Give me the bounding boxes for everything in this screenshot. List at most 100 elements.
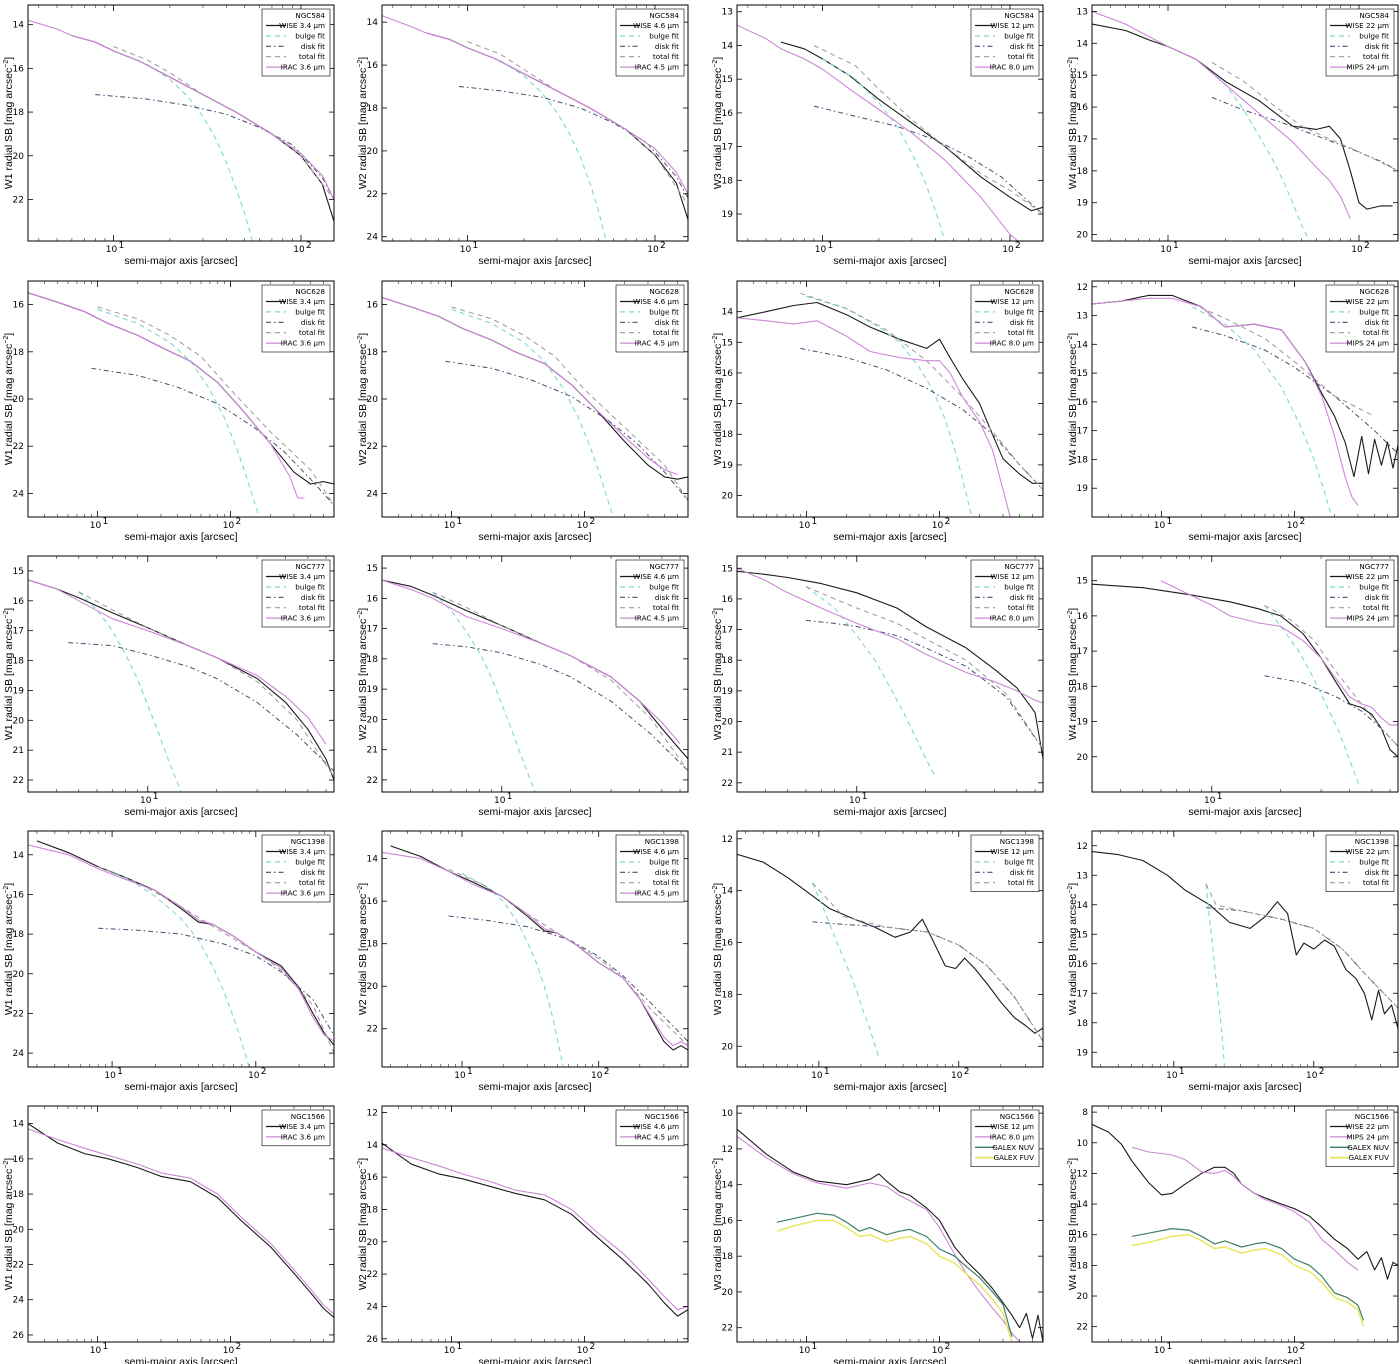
y-tick-label: 19 <box>722 687 734 697</box>
y-tick-label: 17 <box>722 626 733 636</box>
legend-entry: bulge fit <box>295 857 325 866</box>
legend-entry: disk fit <box>655 593 679 602</box>
x-tick-exponent: 2 <box>1015 241 1021 251</box>
series-line-disk <box>95 94 334 200</box>
plot-frame <box>736 4 1044 242</box>
y-axis-label: W1 radial SB [mag arcsec−2] <box>3 1158 15 1290</box>
x-tick-exponent: 2 <box>964 1067 970 1077</box>
legend-entry: total fit <box>1008 878 1034 887</box>
x-tick-exponent: 1 <box>812 1342 818 1352</box>
series-line-disk <box>1211 97 1398 172</box>
legend-title: NGC777 <box>1359 562 1389 571</box>
legend-entry: WISE 4.6 μm <box>633 847 679 856</box>
series-line-spitzer <box>28 1128 334 1315</box>
plot-frame <box>381 830 689 1068</box>
y-tick-label: 17 <box>367 625 378 635</box>
legend-entry: MIPS 24 μm <box>1346 63 1389 72</box>
series-line-bulge <box>461 873 564 1067</box>
legend-entry: GALEX NUV <box>992 1143 1034 1152</box>
y-tick-label: 16 <box>1077 612 1089 622</box>
x-tick-label: 10 <box>494 796 506 806</box>
y-tick-label: 18 <box>13 1190 25 1200</box>
x-tick-exponent: 1 <box>472 241 478 251</box>
legend-entry: IRAC 3.6 μm <box>281 614 325 623</box>
y-axis-label: W2 radial SB [mag arcsec−2] <box>357 57 369 189</box>
x-tick-label: 10 <box>811 1071 823 1081</box>
y-tick-label: 20 <box>13 716 25 726</box>
plot-frame <box>736 555 1044 793</box>
y-tick-label: 16 <box>722 109 734 119</box>
legend-entry: total fit <box>1008 603 1034 612</box>
legend-entry: IRAC 3.6 μm <box>281 1132 325 1141</box>
y-tick-label: 20 <box>13 1225 25 1235</box>
series-line-nuv <box>776 1212 1013 1337</box>
y-tick-label: 16 <box>722 1216 734 1226</box>
y-tick-label: 20 <box>13 152 25 162</box>
y-tick-label: 14 <box>367 1141 379 1151</box>
y-tick-label: 12 <box>722 835 733 845</box>
legend-entry: WISE 12 μm <box>990 847 1034 856</box>
legend-entry: WISE 22 μm <box>1345 21 1389 30</box>
x-tick-label: 10 <box>1351 245 1363 255</box>
legend-title: NGC1566 <box>291 1112 326 1121</box>
plot-frame <box>1091 1105 1399 1343</box>
legend-title: NGC1566 <box>1000 1112 1035 1121</box>
legend-entry: disk fit <box>1365 42 1389 51</box>
legend-entry: GALEX NUV <box>1347 1143 1389 1152</box>
y-tick-label: 16 <box>1077 1231 1089 1241</box>
y-tick-label: 22 <box>13 195 24 205</box>
y-tick-label: 22 <box>367 1270 378 1280</box>
series-line-spitzer <box>28 579 327 745</box>
y-tick-label: 18 <box>722 656 734 666</box>
plot-frame <box>27 555 335 793</box>
legend-entry: total fit <box>1008 328 1034 337</box>
series-line-bulge <box>1205 884 1226 1067</box>
series-line-wise <box>1092 294 1398 478</box>
y-tick-label: 17 <box>1077 989 1088 999</box>
series-line-bulge <box>1191 306 1333 517</box>
y-tick-label: 12 <box>1077 283 1088 293</box>
y-tick-label: 20 <box>722 718 734 728</box>
x-tick-exponent: 2 <box>590 517 596 527</box>
x-axis-label: semi-major axis [arcsec] <box>478 1081 591 1093</box>
x-tick-label: 10 <box>799 521 811 531</box>
y-tick-label: 19 <box>1077 718 1089 728</box>
y-tick-label: 15 <box>367 564 378 574</box>
series-line-bulge <box>78 591 182 792</box>
y-tick-label: 19 <box>722 461 734 471</box>
x-axis-label: semi-major axis [arcsec] <box>124 531 237 543</box>
legend-entry: IRAC 4.5 μm <box>635 63 679 72</box>
x-axis-label: semi-major axis [arcsec] <box>833 1081 946 1093</box>
series-line-bulge <box>1264 604 1360 786</box>
legend-entry: MIPS 24 μm <box>1346 339 1389 348</box>
series-line-spitzer <box>1092 297 1359 506</box>
x-tick-exponent: 1 <box>824 1067 830 1077</box>
y-tick-label: 26 <box>13 1331 25 1341</box>
series-line-bulge <box>822 58 946 241</box>
y-tick-label: 20 <box>722 1288 734 1298</box>
y-tick-label: 24 <box>367 233 379 243</box>
legend-title: NGC584 <box>1004 11 1034 20</box>
y-axis-label: W3 radial SB [mag arcsec−2] <box>712 608 724 740</box>
y-tick-label: 14 <box>367 18 379 28</box>
x-tick-label: 10 <box>90 1346 102 1356</box>
legend-entry: IRAC 8.0 μm <box>990 63 1034 72</box>
x-axis-label: semi-major axis [arcsec] <box>1188 1356 1301 1364</box>
y-tick-label: 12 <box>367 1108 378 1118</box>
y-tick-label: 14 <box>1077 901 1089 911</box>
x-tick-exponent: 1 <box>827 241 833 251</box>
y-axis-label: W2 radial SB [mag arcsec−2] <box>357 883 369 1015</box>
x-tick-exponent: 2 <box>236 1342 242 1352</box>
legend-entry: total fit <box>299 52 325 61</box>
x-tick-label: 10 <box>932 1346 944 1356</box>
series-line-total <box>448 868 688 1047</box>
x-tick-label: 10 <box>460 245 472 255</box>
legend-entry: WISE 4.6 μm <box>633 21 679 30</box>
x-axis-label: semi-major axis [arcsec] <box>833 531 946 543</box>
